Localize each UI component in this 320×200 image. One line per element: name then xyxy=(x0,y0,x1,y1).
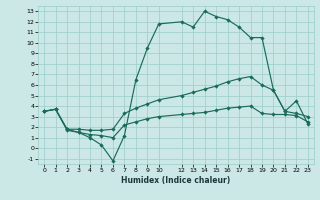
X-axis label: Humidex (Indice chaleur): Humidex (Indice chaleur) xyxy=(121,176,231,185)
